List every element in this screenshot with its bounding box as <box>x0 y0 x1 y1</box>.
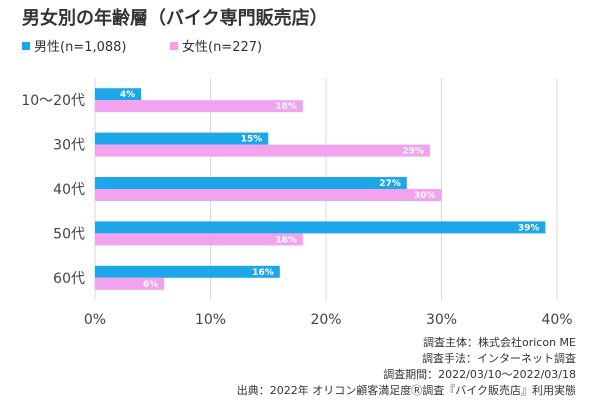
source-note: 調査手法：インターネット調査 <box>422 351 576 365</box>
category-label: 40代 <box>53 182 85 198</box>
legend-label: 男性(n=1,088) <box>34 40 127 55</box>
source-note: 調査期間：2022/03/10～2022/03/18 <box>383 367 576 381</box>
bar-data-label: 18% <box>275 102 297 112</box>
category-label: 10～20代 <box>21 93 85 109</box>
bar-female <box>95 277 165 290</box>
category-axis: 10～20代 30代 40代 50代 60代 <box>21 93 85 287</box>
bar-data-label: 29% <box>402 147 424 157</box>
x-tick-label: 30% <box>426 312 457 328</box>
bar-data-label: 6% <box>143 280 158 290</box>
bar-male <box>95 88 142 101</box>
legend-swatch <box>170 42 178 50</box>
category-label: 60代 <box>53 271 85 287</box>
bar-data-label: 18% <box>275 235 297 245</box>
legend-label: 女性(n=227) <box>182 39 262 55</box>
x-tick-label: 10% <box>195 312 226 328</box>
x-tick-label: 0% <box>84 312 106 328</box>
chart-bars: 4% 18% 15% 29% 27% 30% 39% 18% 16% 6% <box>95 88 546 290</box>
chart-legend: 男性(n=1,088) 女性(n=227) <box>22 39 262 55</box>
category-label: 30代 <box>53 138 85 154</box>
chart-title: 男女別の年齢層（バイク専門販売店） <box>22 7 328 29</box>
bar-female <box>95 100 303 113</box>
source-note: 出典：2022年 オリコン顧客満足度Ⓡ調査『バイク販売店』利用実態 <box>237 383 576 397</box>
bar-data-label: 16% <box>252 268 274 278</box>
bar-female <box>95 233 303 246</box>
bar-male <box>95 265 280 278</box>
category-label: 50代 <box>53 226 85 242</box>
source-note: 調査主体：株式会社oricon ME <box>423 335 576 349</box>
x-tick-label: 40% <box>541 312 572 328</box>
value-axis: 0% 10% 20% 30% 40% <box>84 312 573 328</box>
bar-data-label: 27% <box>379 179 401 189</box>
bar-male <box>95 177 407 189</box>
bar-female <box>95 144 430 157</box>
source-notes: 調査主体：株式会社oricon ME 調査手法：インターネット調査調査期間：202… <box>237 335 576 397</box>
bar-data-label: 4% <box>120 90 135 100</box>
bar-male <box>95 221 546 234</box>
bar-male <box>95 132 269 145</box>
bar-data-label: 15% <box>241 135 263 145</box>
bar-female <box>95 189 442 201</box>
x-tick-label: 20% <box>310 312 341 328</box>
bar-data-label: 39% <box>518 223 540 233</box>
legend-swatch <box>22 42 30 50</box>
bar-data-label: 30% <box>414 191 436 201</box>
